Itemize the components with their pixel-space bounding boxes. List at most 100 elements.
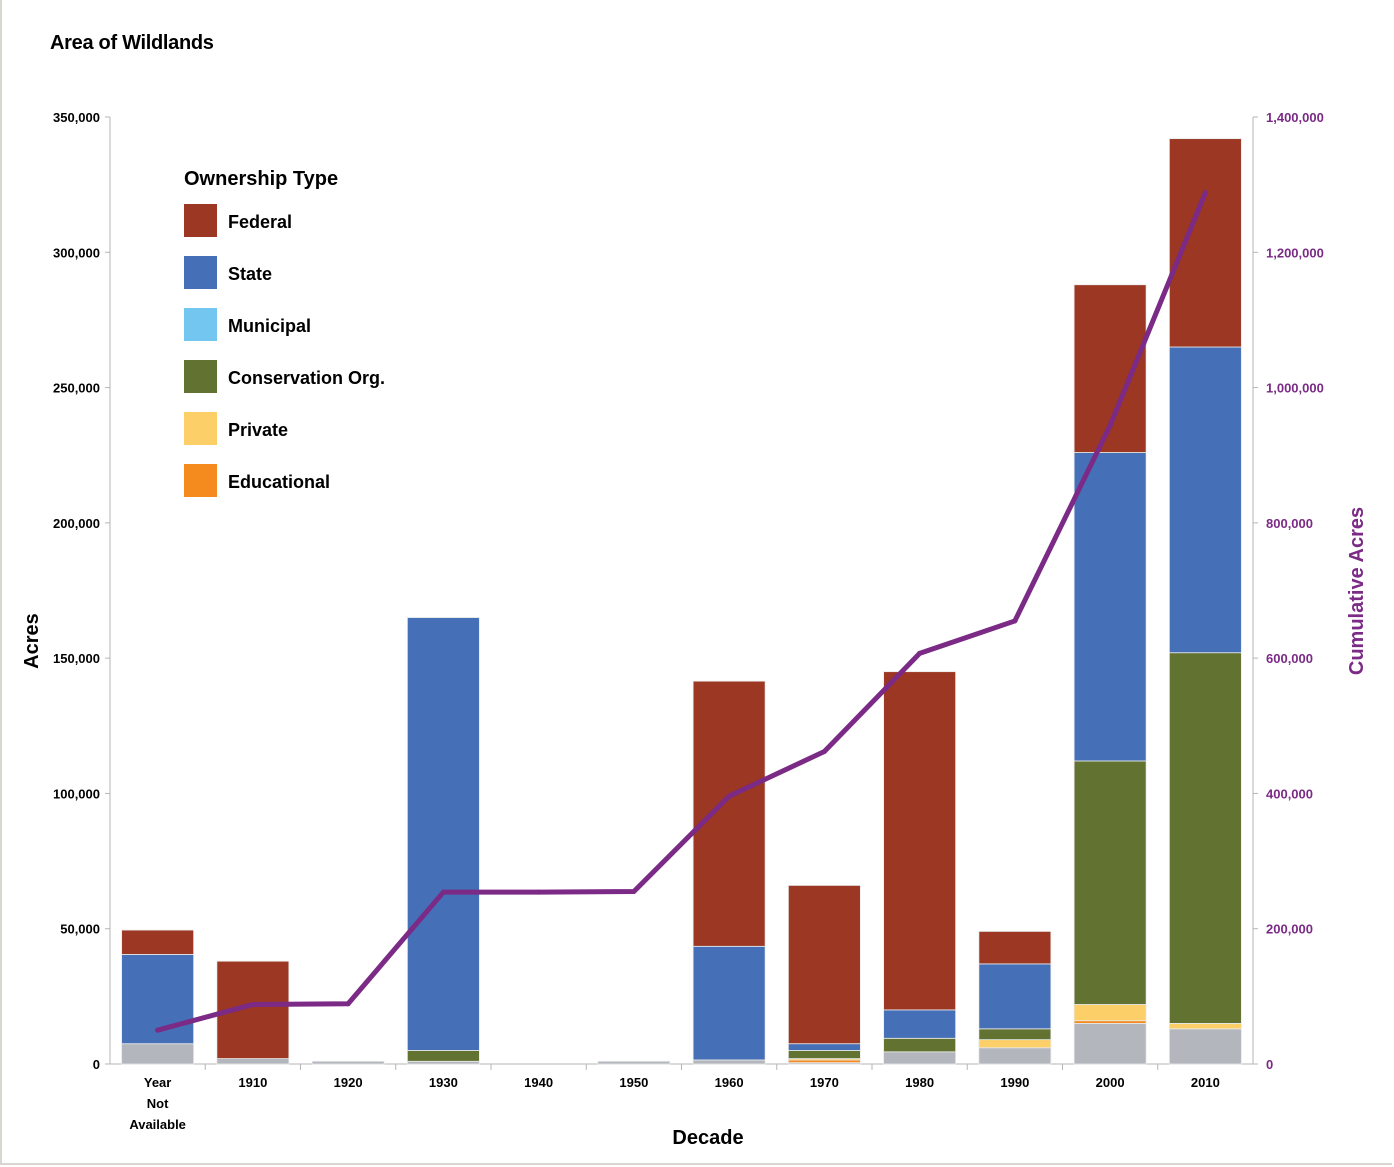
legend-label-federal: Federal [228,212,292,232]
bar-educational-1970 [787,1059,861,1064]
legend-swatch-municipal [184,308,217,341]
y2-tick-label: 400,000 [1266,786,1313,801]
chart-title: Area of Wildlands [50,32,214,54]
cumulative-acres-line [155,190,1208,1033]
bar-state-1980 [883,1009,957,1039]
bar-stack-1930 [406,617,480,1065]
x-tick-label: 1910 [238,1075,267,1090]
legend-swatch-private [184,412,217,445]
bar-state-1930 [406,617,480,1051]
bar-conservation-org-1930 [406,1050,480,1062]
y2-axis-label: Cumulative Acres [1346,507,1368,675]
y2-tick-label: 1,200,000 [1266,245,1324,260]
x-tick-label: 1970 [810,1075,839,1090]
cumulative-point-2000 [1107,422,1113,428]
bar-conservation-org-2000 [1073,760,1147,1005]
bar-educational-2000 [1073,1020,1147,1024]
bars-layer [121,138,1242,1065]
bar-private-2010 [1168,1023,1242,1030]
bar-stack-1960 [692,680,766,1065]
cumulative-point-1910 [250,1001,256,1007]
bar-other-1990 [978,1047,1052,1065]
bar-private-2000 [1073,1004,1147,1022]
cumulative-point-1980 [917,650,923,656]
x-tick-label: 2000 [1096,1075,1125,1090]
x-tick-label: 2010 [1191,1075,1220,1090]
bar-other-1980 [883,1051,957,1065]
y-tick-label: 150,000 [53,651,100,666]
bar-stack-year-not-available [121,929,195,1065]
x-axis-label: Decade [672,1127,743,1149]
bar-other-year-not-available [121,1043,195,1065]
bar-federal-1980 [883,671,957,1011]
legend-label-conservation-org: Conservation Org. [228,368,385,388]
cumulative-point-year-not-available [155,1027,161,1033]
cumulative-point-1920 [345,1001,351,1007]
bar-conservation-org-2010 [1168,652,1242,1024]
bar-private-1990 [978,1039,1052,1049]
cumulative-point-1940 [536,889,542,895]
x-tick-label: 1920 [334,1075,363,1090]
bar-federal-1990 [978,931,1052,965]
y-tick-label: 350,000 [53,110,100,125]
y2-tick-label: 800,000 [1266,516,1313,531]
legend-label-municipal: Municipal [228,316,311,336]
bar-conservation-org-1990 [978,1028,1052,1041]
legend-label-state: State [228,264,272,284]
x-tick-label: 1980 [905,1075,934,1090]
legend-label-educational: Educational [228,472,330,492]
axes-layer: 0 50,000 100,000 150,000 200,000 250,000 300,0… [53,110,1324,1132]
legend-swatch-conservation-org [184,360,217,393]
bar-federal-1960 [692,680,766,947]
y-tick-label: 250,000 [53,381,100,396]
cumulative-point-1950 [631,889,637,895]
y-tick-label: 100,000 [53,786,100,801]
bar-state-1970 [787,1043,861,1051]
bar-conservation-org-1980 [883,1037,957,1053]
x-tick-label: 1990 [1000,1075,1029,1090]
bar-other-1930 [406,1060,480,1065]
bar-state-2010 [1168,346,1242,654]
y2-tick-label: 1,000,000 [1266,381,1324,396]
bar-state-1960 [692,945,766,1061]
y-tick-label: 200,000 [53,516,100,531]
bar-conservation-org-1970 [787,1050,861,1059]
bar-federal-1970 [787,885,861,1045]
y-tick-label: 50,000 [60,922,100,937]
bar-stack-1990 [978,931,1052,1065]
bar-other-2010 [1168,1028,1242,1065]
bar-stack-1970 [787,885,861,1065]
bar-federal-year-not-available [121,929,195,955]
y-tick-label: 0 [93,1057,100,1072]
bar-other-1950 [597,1060,671,1065]
cumulative-point-2010 [1202,190,1208,196]
x-tick-label: 1950 [619,1075,648,1090]
cumulative-point-1960 [726,793,732,799]
bar-stack-2010 [1168,138,1242,1065]
x-tick-label: 1930 [429,1075,458,1090]
bar-stack-2000 [1073,284,1147,1065]
y2-tick-label: 600,000 [1266,651,1313,666]
bar-stack-1920 [311,1060,385,1065]
y-axis-label: Acres [21,613,43,669]
x-tick-label: 1960 [715,1075,744,1090]
legend-swatch-educational [184,464,217,497]
x-tick-label: 1940 [524,1075,553,1090]
cumulative-line-layer [155,190,1208,1033]
legend-title: Ownership Type [184,168,338,190]
legend-label-private: Private [228,420,288,440]
bar-other-2000 [1073,1023,1147,1065]
y-tick-label: 300,000 [53,245,100,260]
bar-stack-1950 [597,1060,671,1065]
legend: Ownership Type Federal State Municipal Conse… [184,168,385,497]
bar-other-1920 [311,1060,385,1065]
x-tick-label: Year Not Available [129,1075,186,1132]
y2-tick-label: 1,400,000 [1266,110,1324,125]
bar-other-1910 [216,1058,290,1065]
bar-state-2000 [1073,452,1147,762]
bar-stack-1980 [883,671,957,1065]
y2-tick-label: 200,000 [1266,922,1313,937]
legend-swatch-federal [184,204,217,237]
